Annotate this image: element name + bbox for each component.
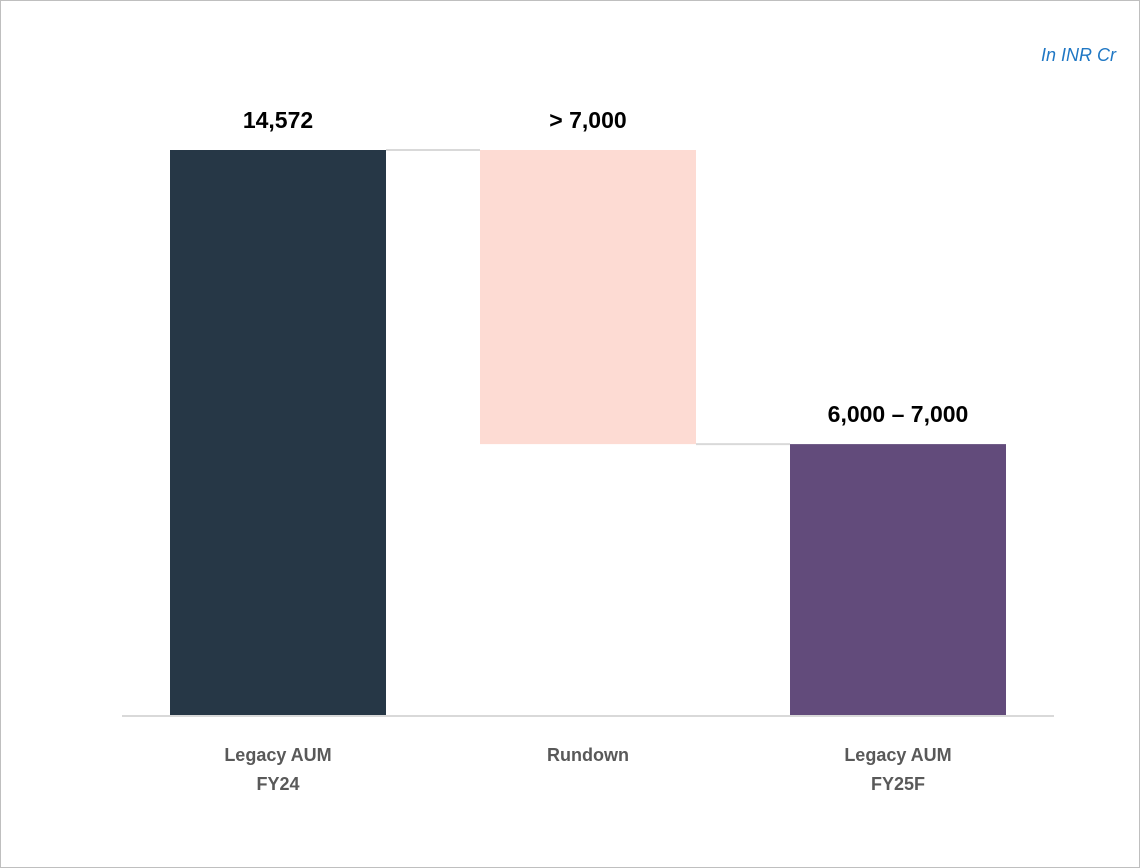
category-label-0: Legacy AUM FY24 <box>224 745 331 794</box>
data-label-1: > 7,000 <box>549 107 626 133</box>
data-label-0: 14,572 <box>243 107 313 133</box>
unit-note: In INR Cr <box>1040 45 1116 65</box>
bar-2 <box>790 444 1006 716</box>
data-label-2: 6,000 – 7,000 <box>828 401 969 427</box>
category-label-2: Legacy AUM FY25F <box>844 745 951 794</box>
bar-1 <box>480 150 696 445</box>
category-label-1: Rundown <box>547 745 629 765</box>
bar-0 <box>170 150 386 716</box>
